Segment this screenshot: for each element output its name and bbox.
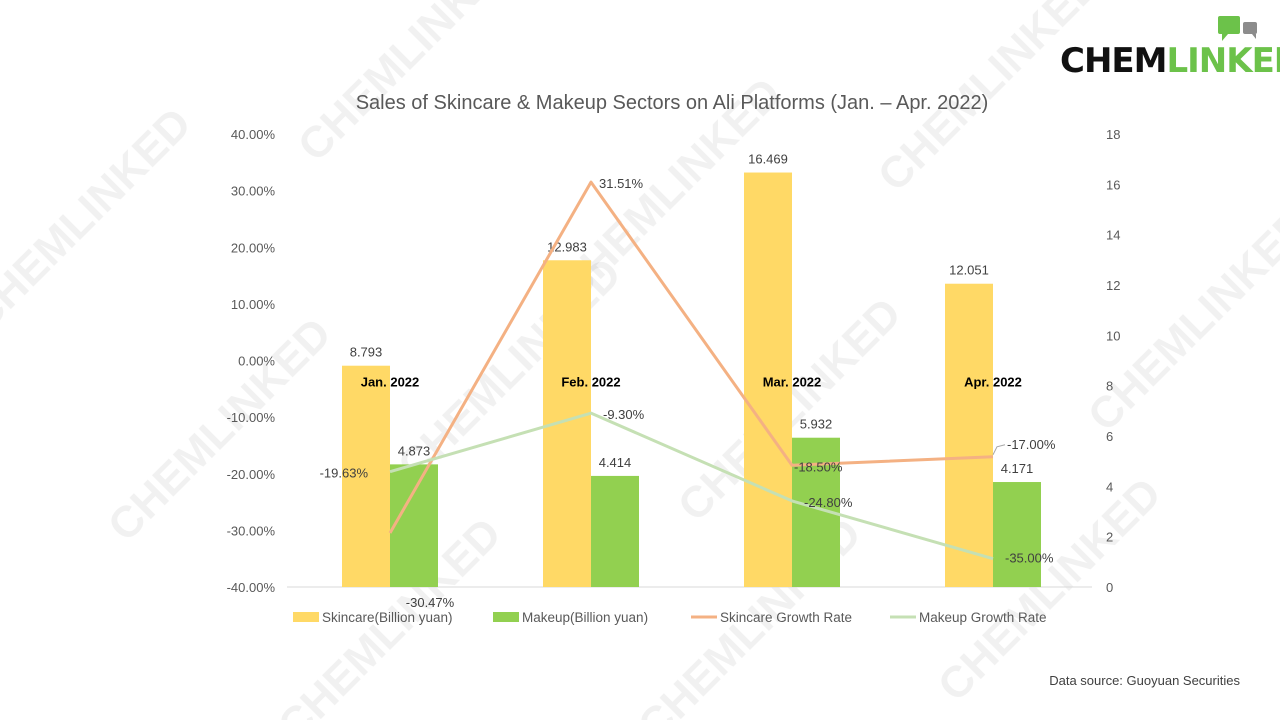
skincare-bar xyxy=(945,283,993,587)
brand-part2: LINKED xyxy=(1166,41,1280,81)
right-axis-tick-label: 8 xyxy=(1106,379,1113,394)
legend-label: Skincare Growth Rate xyxy=(720,610,852,625)
makeup-bar-value-label: 4.414 xyxy=(599,455,632,470)
right-axis-tick-label: 6 xyxy=(1106,429,1113,444)
skincare-bar-value-label: 16.469 xyxy=(748,152,788,167)
category-label: Mar. 2022 xyxy=(763,375,822,390)
brand-wordmark: CHEMLINKED xyxy=(1060,44,1280,78)
right-axis-tick-label: 4 xyxy=(1106,479,1113,494)
right-axis-tick-label: 2 xyxy=(1106,530,1113,545)
right-axis-tick-label: 10 xyxy=(1106,328,1120,343)
skincare-growth-label: -18.50% xyxy=(794,459,843,474)
right-axis-tick-label: 14 xyxy=(1106,228,1120,243)
left-axis-tick-label: 0.00% xyxy=(238,354,275,369)
watermark-text: CHEMLINKED xyxy=(99,309,341,551)
left-axis-tick-label: 40.00% xyxy=(231,127,276,142)
makeup-bar-value-label: 4.171 xyxy=(1001,461,1034,476)
right-axis-tick-label: 0 xyxy=(1106,580,1113,595)
legend: Skincare(Billion yuan) Makeup(Billion yua… xyxy=(293,610,1047,625)
watermark-text: CHEMLINKED xyxy=(289,0,531,171)
legend-label: Makeup Growth Rate xyxy=(919,610,1047,625)
skincare-bar-value-label: 12.051 xyxy=(949,263,989,278)
left-axis-tick-label: 10.00% xyxy=(231,297,276,312)
category-label: Jan. 2022 xyxy=(361,375,420,390)
skincare-growth-label: -17.00% xyxy=(1007,437,1056,452)
makeup-growth-label: -9.30% xyxy=(603,407,645,422)
left-axis-tick-label: 20.00% xyxy=(231,240,276,255)
skincare-growth-line xyxy=(388,180,994,534)
right-axis: 18 16 14 12 10 8 6 4 2 0 xyxy=(1106,127,1120,595)
right-axis-tick-label: 16 xyxy=(1106,177,1120,192)
makeup-growth-label: -24.80% xyxy=(804,495,853,510)
skincare-growth-label: 31.51% xyxy=(599,176,644,191)
label-leader-line xyxy=(992,444,1006,455)
chart-title: Sales of Skincare & Makeup Sectors on Al… xyxy=(356,92,989,114)
speech-bubbles-icon xyxy=(1218,16,1257,41)
makeup-bar-value-label: 4.873 xyxy=(398,443,431,458)
skincare-bar xyxy=(342,365,390,587)
skincare-bar-value-label: 8.793 xyxy=(350,345,383,360)
right-axis-tick-label: 12 xyxy=(1106,278,1120,293)
makeup-growth-label: -19.63% xyxy=(320,466,369,481)
watermark-text: CHEMLINKED xyxy=(0,99,201,341)
line-series: -30.47% 31.51% -18.50% -17.00% -19.63% -9.30%… xyxy=(320,176,1056,610)
left-axis-tick-label: -30.00% xyxy=(227,523,276,538)
makeup-bar-value-label: 5.932 xyxy=(800,417,833,432)
left-axis-tick-label: -20.00% xyxy=(227,467,276,482)
legend-label: Skincare(Billion yuan) xyxy=(322,610,453,625)
left-axis: 40.00% 30.00% 20.00% 10.00% 0.00% -10.00% -20.… xyxy=(227,127,276,595)
left-axis-tick-label: -40.00% xyxy=(227,580,276,595)
legend-swatch-skincare xyxy=(293,612,319,622)
left-axis-tick-label: 30.00% xyxy=(231,184,276,199)
bar-series: 8.79312.98316.46912.0514.8734.4145.9324.… xyxy=(342,152,1041,588)
skincare-growth-label: -30.47% xyxy=(406,595,455,610)
left-axis-tick-label: -10.00% xyxy=(227,410,276,425)
right-axis-tick-label: 18 xyxy=(1106,127,1120,142)
makeup-growth-label: -35.00% xyxy=(1005,551,1054,566)
makeup-bar xyxy=(993,482,1041,587)
category-labels: Jan. 2022 Feb. 2022 Mar. 2022 Apr. 2022 xyxy=(361,375,1022,390)
makeup-bar xyxy=(591,475,639,587)
category-label: Apr. 2022 xyxy=(964,375,1022,390)
skincare-bar xyxy=(744,172,792,588)
chemlinked-logo: CHEMLINKED xyxy=(1060,14,1280,78)
category-label: Feb. 2022 xyxy=(561,375,620,390)
makeup-bar xyxy=(390,464,438,587)
legend-swatch-makeup xyxy=(493,612,519,622)
legend-label: Makeup(Billion yuan) xyxy=(522,610,648,625)
brand-part1: CHEM xyxy=(1060,41,1167,81)
source-note: Data source: Guoyuan Securities xyxy=(1049,673,1240,688)
makeup-growth-line xyxy=(389,411,994,561)
